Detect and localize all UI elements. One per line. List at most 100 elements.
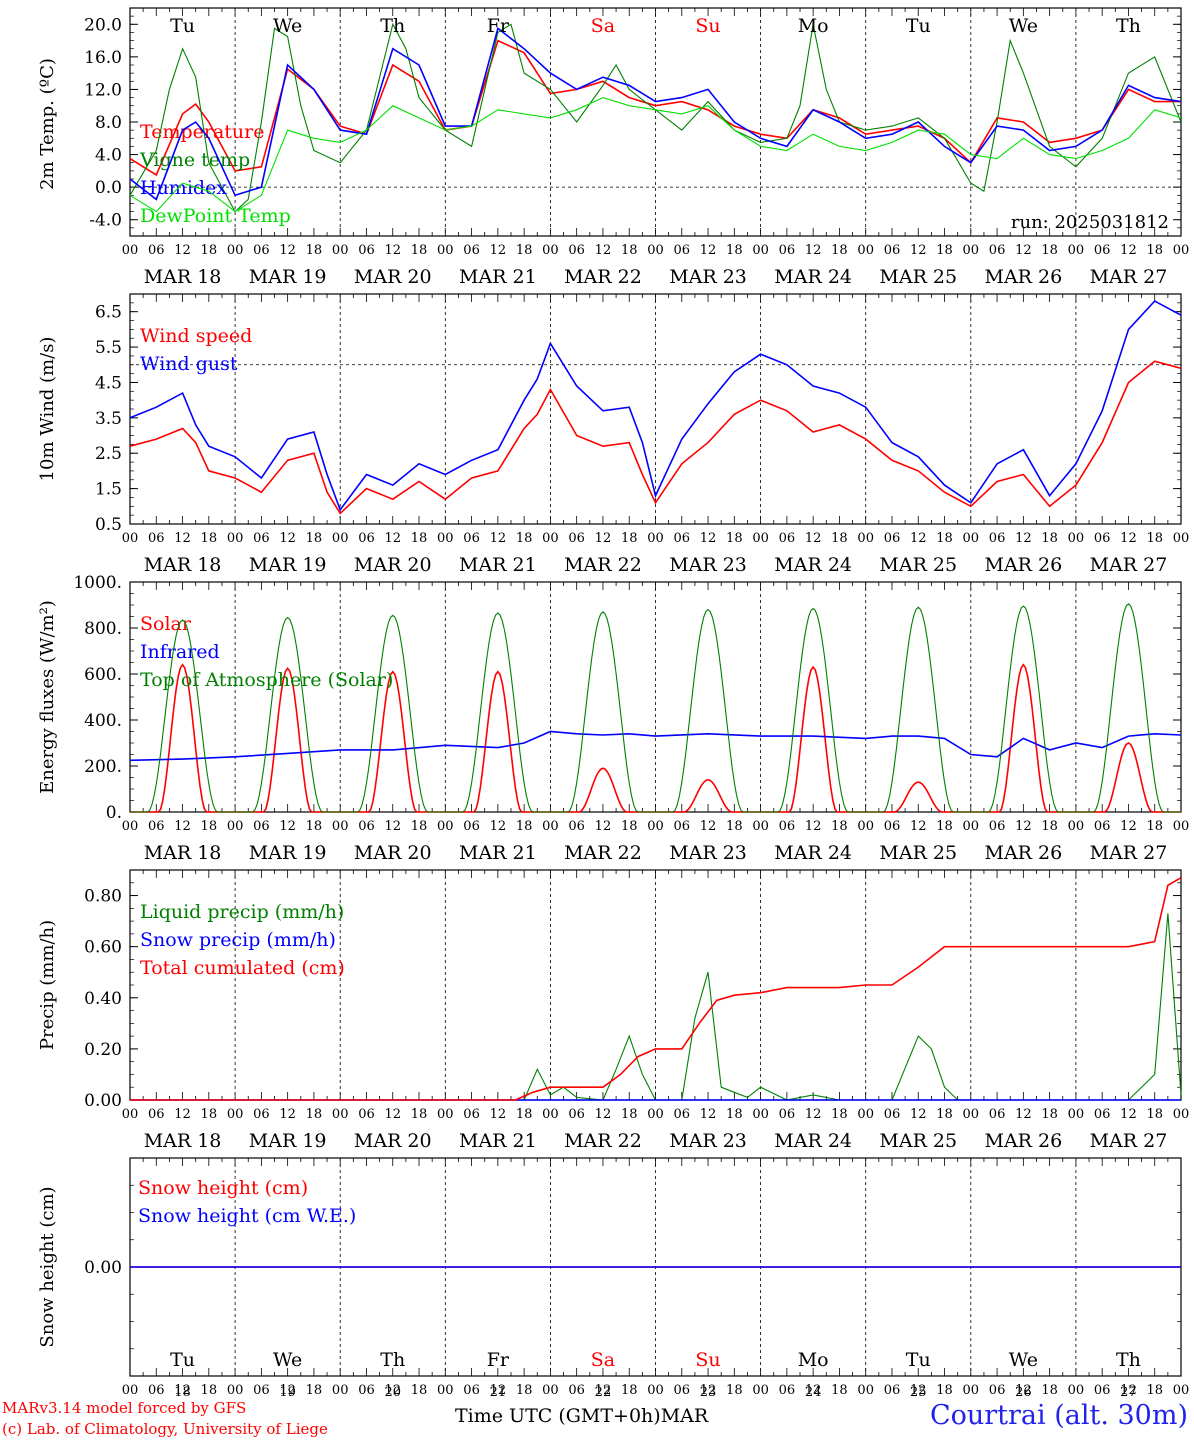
x-hour-label: 12 — [910, 1107, 927, 1122]
x-day-label: MAR 27 — [1090, 554, 1168, 576]
x-day-label: MAR 21 — [459, 554, 537, 576]
series-line — [129, 300, 1182, 512]
weekday-label: Fr — [487, 15, 510, 37]
x-hour-label: 00 — [542, 1107, 559, 1122]
legend-entry: Snow height (cm) — [138, 1177, 308, 1199]
x-day-label: MAR 19 — [249, 266, 327, 288]
x-hour-label: 06 — [989, 819, 1006, 834]
x-day-label: MAR 20 — [354, 266, 432, 288]
x-hour-label: 12 — [805, 531, 822, 546]
x-hour-label: 18 — [621, 531, 638, 546]
legend-entry: Humidex — [140, 177, 227, 199]
legend-entry: Total cumulated (cm) — [140, 957, 345, 979]
y-tick-label: 0.20 — [84, 1040, 122, 1060]
x-hour-label: 18 — [726, 819, 743, 834]
y-tick-label: 4.5 — [95, 373, 122, 393]
x-hour-label: 06 — [884, 531, 901, 546]
x-hour-label: 12 — [279, 531, 296, 546]
x-hour-label: 12 — [1015, 1107, 1032, 1122]
day-number-label: 20 — [384, 1385, 401, 1400]
x-hour-label: 18 — [831, 1383, 848, 1398]
x-hour-label: 00 — [122, 531, 139, 546]
x-hour-label: 00 — [647, 1107, 664, 1122]
weekday-label: Su — [695, 1349, 720, 1371]
x-hour-label: 12 — [700, 1383, 717, 1398]
x-hour-label: 18 — [201, 531, 218, 546]
y-axis-label: 2m Temp. (ºC) — [37, 58, 58, 190]
weekday-label: Tu — [170, 15, 195, 37]
day-number-label: 21 — [490, 1385, 507, 1400]
x-hour-label: 00 — [857, 531, 874, 546]
x-hour-label: 06 — [253, 1383, 270, 1398]
x-hour-label: 00 — [332, 531, 349, 546]
x-hour-label: 18 — [411, 1107, 428, 1122]
x-hour-label: 18 — [201, 243, 218, 258]
x-hour-label: 18 — [831, 243, 848, 258]
x-hour-label: 06 — [779, 1107, 796, 1122]
x-hour-label: 06 — [884, 243, 901, 258]
series-line — [129, 27, 1182, 201]
x-hour-label: 12 — [1015, 1383, 1032, 1398]
x-hour-label: 00 — [963, 531, 980, 546]
x-day-label: MAR 22 — [564, 266, 642, 288]
weekday-label: We — [1009, 1349, 1038, 1371]
legend-entry: Vigne temp — [139, 149, 250, 171]
x-hour-label: 06 — [148, 243, 165, 258]
x-hour-label: 00 — [857, 819, 874, 834]
y-tick-label: 0.60 — [84, 938, 122, 958]
series-line — [129, 97, 1182, 213]
x-hour-label: 06 — [148, 1107, 165, 1122]
x-hour-label: 06 — [148, 531, 165, 546]
day-number-label: 27 — [1120, 1385, 1137, 1400]
x-hour-label: 00 — [752, 819, 769, 834]
y-tick-label: 8.0 — [95, 113, 122, 133]
x-hour-label: 00 — [437, 1383, 454, 1398]
x-hour-label: 12 — [1120, 819, 1137, 834]
x-hour-label: 00 — [752, 1107, 769, 1122]
x-day-label: MAR 21 — [459, 842, 537, 864]
legend-entry: Solar — [140, 613, 192, 635]
x-hour-label: 12 — [1015, 243, 1032, 258]
series-line — [130, 603, 1181, 813]
x-hour-label: 00 — [542, 243, 559, 258]
x-day-label: MAR 19 — [249, 1130, 327, 1152]
x-hour-label: 12 — [384, 531, 401, 546]
x-hour-label: 12 — [279, 1383, 296, 1398]
x-hour-label: 06 — [568, 819, 585, 834]
x-hour-label: 06 — [989, 531, 1006, 546]
x-hour-label: 06 — [148, 1383, 165, 1398]
x-hour-label: 06 — [463, 819, 480, 834]
x-hour-label: 06 — [779, 1383, 796, 1398]
y-tick-label: 0. — [106, 803, 122, 823]
x-day-label: MAR 20 — [354, 554, 432, 576]
x-day-label: MAR 27 — [1090, 842, 1168, 864]
x-day-label: MAR 26 — [984, 842, 1062, 864]
x-hour-label: 00 — [227, 243, 244, 258]
weekday-label: Sa — [591, 1349, 615, 1371]
series-line — [130, 877, 1182, 1101]
x-hour-label: 12 — [490, 1383, 507, 1398]
x-hour-label: 06 — [1094, 819, 1111, 834]
x-hour-label: 00 — [752, 243, 769, 258]
x-hour-label: 00 — [332, 1383, 349, 1398]
weekday-label: Mo — [798, 1349, 829, 1371]
x-hour-label: 18 — [1146, 1383, 1163, 1398]
x-hour-label: 00 — [1173, 819, 1190, 834]
weekday-label: Th — [380, 15, 405, 37]
y-tick-label: 0.5 — [95, 515, 122, 535]
y-axis-label: Precip (mm/h) — [37, 920, 58, 1050]
y-tick-label: 5.5 — [95, 338, 122, 358]
x-hour-label: 18 — [936, 1383, 953, 1398]
x-hour-label: 18 — [411, 531, 428, 546]
x-hour-label: 12 — [700, 243, 717, 258]
x-hour-label: 00 — [1173, 243, 1190, 258]
x-hour-label: 12 — [384, 1107, 401, 1122]
x-hour-label: 06 — [568, 531, 585, 546]
x-day-label: MAR 25 — [879, 266, 957, 288]
x-hour-label: 00 — [542, 531, 559, 546]
x-hour-label: 18 — [1041, 531, 1058, 546]
x-day-label: MAR 22 — [564, 554, 642, 576]
x-day-label: MAR 27 — [1090, 1130, 1168, 1152]
weekday-label: Sa — [591, 15, 615, 37]
x-day-label: MAR 25 — [879, 842, 957, 864]
